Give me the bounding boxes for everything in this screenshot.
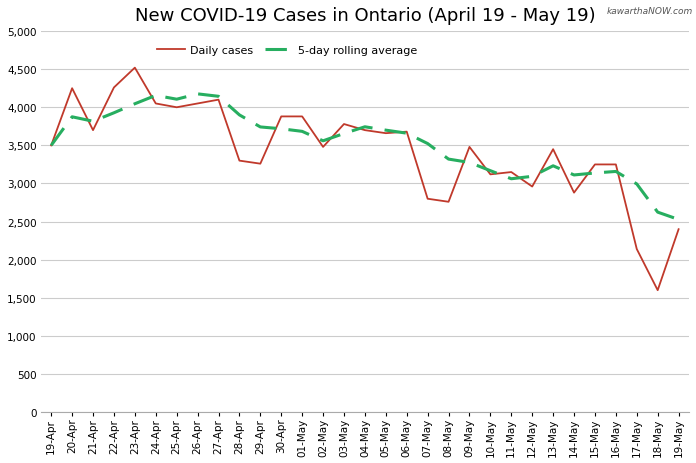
5-day rolling average	[381, 128, 390, 134]
5-day rolling average	[570, 173, 578, 178]
Daily cases	[47, 143, 56, 149]
Daily cases	[528, 184, 537, 190]
5-day rolling average	[173, 97, 181, 103]
Daily cases	[487, 172, 495, 178]
5-day rolling average	[319, 139, 327, 144]
Daily cases	[570, 190, 578, 196]
5-day rolling average	[674, 217, 683, 223]
5-day rolling average	[612, 169, 620, 175]
5-day rolling average	[235, 113, 244, 119]
Daily cases	[381, 131, 390, 137]
5-day rolling average	[110, 111, 118, 116]
Title: New COVID-19 Cases in Ontario (April 19 - May 19): New COVID-19 Cases in Ontario (April 19 …	[134, 7, 595, 25]
5-day rolling average	[277, 127, 285, 132]
Legend: Daily cases, 5-day rolling average: Daily cases, 5-day rolling average	[152, 41, 422, 60]
Daily cases	[131, 66, 139, 71]
Daily cases	[402, 130, 411, 135]
5-day rolling average	[193, 92, 202, 97]
Daily cases	[68, 86, 77, 92]
Daily cases	[193, 101, 202, 107]
5-day rolling average	[444, 157, 452, 163]
5-day rolling average	[591, 171, 599, 176]
Daily cases	[277, 114, 285, 120]
Daily cases	[340, 122, 348, 127]
5-day rolling average	[466, 160, 474, 166]
Daily cases	[674, 227, 683, 232]
5-day rolling average	[633, 182, 641, 188]
Daily cases	[173, 105, 181, 111]
5-day rolling average	[361, 125, 369, 130]
Line: 5-day rolling average: 5-day rolling average	[52, 94, 679, 220]
5-day rolling average	[256, 125, 264, 131]
5-day rolling average	[528, 174, 537, 180]
5-day rolling average	[507, 176, 516, 182]
Daily cases	[423, 196, 432, 202]
Daily cases	[654, 288, 662, 294]
Daily cases	[444, 200, 452, 205]
Daily cases	[110, 86, 118, 91]
5-day rolling average	[298, 129, 306, 135]
Daily cases	[89, 128, 97, 134]
Daily cases	[361, 128, 369, 134]
Daily cases	[507, 170, 516, 175]
Daily cases	[633, 247, 641, 252]
5-day rolling average	[549, 163, 557, 169]
5-day rolling average	[487, 169, 495, 174]
Daily cases	[591, 163, 599, 168]
Daily cases	[152, 101, 160, 107]
Daily cases	[319, 145, 327, 150]
5-day rolling average	[402, 131, 411, 137]
Daily cases	[214, 98, 223, 103]
Daily cases	[466, 145, 474, 150]
5-day rolling average	[131, 102, 139, 107]
5-day rolling average	[152, 94, 160, 99]
Daily cases	[235, 158, 244, 164]
Daily cases	[256, 162, 264, 167]
5-day rolling average	[340, 131, 348, 137]
Line: Daily cases: Daily cases	[52, 69, 679, 291]
Daily cases	[298, 114, 306, 120]
Daily cases	[549, 147, 557, 153]
5-day rolling average	[89, 119, 97, 125]
Daily cases	[612, 163, 620, 168]
5-day rolling average	[68, 115, 77, 120]
5-day rolling average	[47, 143, 56, 149]
5-day rolling average	[654, 210, 662, 215]
5-day rolling average	[214, 94, 223, 100]
Text: kawarthaNOW.com: kawarthaNOW.com	[606, 7, 693, 16]
5-day rolling average	[423, 142, 432, 147]
